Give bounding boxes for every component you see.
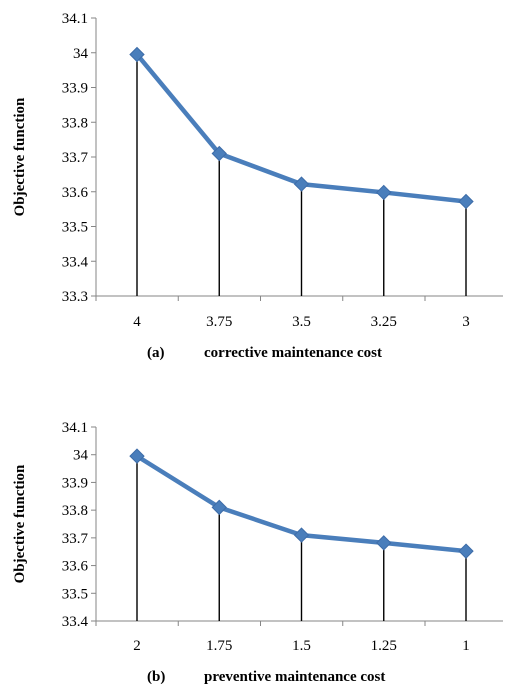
x-tick-label: 1.25 [371,638,397,654]
y-tick-label: 33.6 [62,559,89,575]
y-tick-label: 33.8 [62,503,88,519]
x-tick-label: 2 [133,638,141,654]
y-tick-label: 33.7 [62,150,89,166]
data-point [376,535,392,551]
data-point [211,499,227,516]
data-point [458,193,474,210]
y-tick-label: 33.5 [62,220,88,236]
data-point [293,176,310,192]
y-tick-label: 34.1 [62,420,88,436]
x-tick-label: 1 [462,638,470,654]
x-tick-label: 4 [133,314,141,330]
y-tick-label: 33.7 [62,531,89,547]
y-tick-label: 33.9 [62,475,88,491]
x-tick-label: 3.25 [371,314,397,330]
data-point [211,145,227,162]
x-tick-label: 1.5 [292,638,311,654]
panel-tag: (b) [147,669,165,685]
y-tick-label: 34 [73,46,89,62]
y-tick-label: 34.1 [62,11,88,27]
x-tick-label: 3.75 [206,314,232,330]
x-axis-label: preventive maintenance cost [204,669,385,685]
data-point [458,543,474,559]
x-tick-label: 3 [462,314,470,330]
y-tick-label: 33.4 [62,614,89,630]
x-tick-label: 3.5 [292,314,311,330]
chart-panel-2: 33.4 33.5 33.6 33.7 33.8 33.9 34 34.1 2 1.75 1.5 1.… [12,420,503,685]
y-tick-label: 33.6 [62,185,89,201]
y-tick-label: 34 [73,448,89,464]
x-axis-label: corrective maintenance cost [204,345,382,361]
y-axis-label: Objective function [12,97,28,216]
y-tick-label: 33.8 [62,115,88,131]
y-tick-label: 33.9 [62,81,88,97]
y-tick-label: 33.5 [62,586,88,602]
panel-tag: (a) [147,345,165,361]
x-tick-label: 1.75 [206,638,232,654]
y-axis-label: Objective function [12,464,28,583]
y-tick-label: 33.3 [62,289,88,305]
y-tick-label: 33.4 [62,254,89,270]
data-point [376,184,392,201]
data-point [129,448,145,464]
data-point [293,527,310,543]
data-point [129,46,145,63]
